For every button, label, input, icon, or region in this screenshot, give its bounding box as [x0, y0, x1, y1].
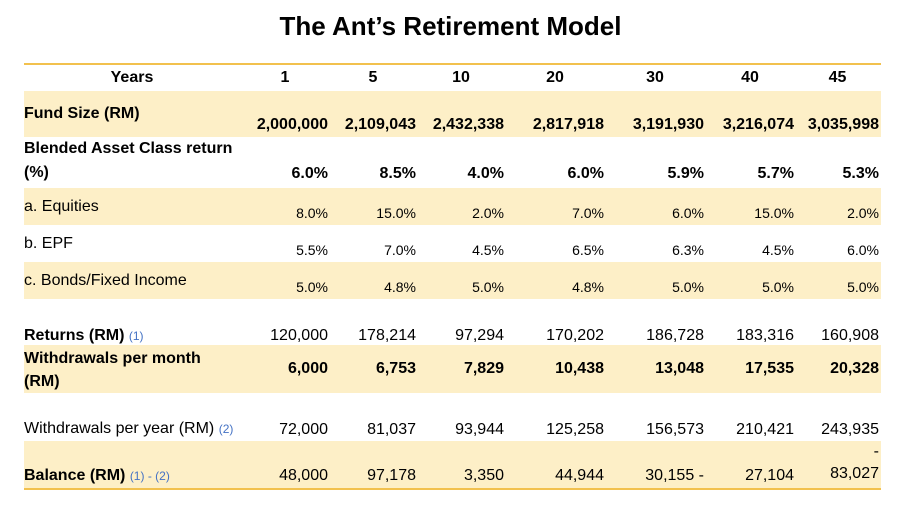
year-col: 20 — [506, 63, 606, 91]
cell: 7.0% — [384, 242, 416, 258]
cell: 3,216,074 — [706, 91, 796, 137]
cell: 30,155 - — [606, 441, 706, 490]
cell: 8.5% — [379, 165, 416, 182]
cell: 97,178 — [330, 441, 418, 490]
note-ref: (1) — [128, 329, 144, 343]
cell: 6.3% — [672, 242, 704, 258]
cell: 81,037 — [367, 421, 416, 438]
cell: 13,048 — [606, 345, 706, 393]
row-balance: Balance (RM) (1) - (2) 48,000 97,178 3,3… — [24, 441, 881, 490]
spacer-row — [24, 299, 881, 319]
cell: 5.0% — [706, 262, 796, 299]
year-col: 1 — [242, 63, 330, 91]
cell: 160,908 — [821, 327, 879, 344]
header-label: Years — [24, 63, 242, 91]
cell: 20,328 — [796, 345, 881, 393]
cell: 186,728 — [646, 327, 704, 344]
cell: 5.9% — [667, 165, 704, 182]
row-label: Withdrawals per month (RM) — [24, 345, 242, 393]
cell: 5.3% — [842, 165, 879, 182]
cell: 97,294 — [455, 327, 504, 344]
header-row: Years 1 5 10 20 30 40 45 — [24, 63, 881, 91]
cell: 243,935 — [821, 421, 879, 438]
cell: 3,350 — [418, 441, 506, 490]
cell: 15.0% — [706, 188, 796, 225]
cell: 4.8% — [330, 262, 418, 299]
cell: 4.8% — [506, 262, 606, 299]
cell: 6,000 — [242, 345, 330, 393]
cell: 72,000 — [279, 421, 328, 438]
cell: 48,000 — [242, 441, 330, 490]
cell-value: 83,027 — [830, 465, 879, 482]
cell: 2.0% — [418, 188, 506, 225]
cell: 4.5% — [762, 242, 794, 258]
cell: 5.0% — [606, 262, 706, 299]
row-label: Returns (RM) (1) — [24, 327, 144, 344]
cell: 120,000 — [270, 327, 328, 344]
year-col: 5 — [330, 63, 418, 91]
cell: 5.0% — [242, 262, 330, 299]
row-bonds: c. Bonds/Fixed Income 5.0% 4.8% 5.0% 4.8… — [24, 262, 881, 299]
cell: - 83,027 — [796, 441, 881, 490]
row-fund: Fund Size (RM) 2,000,000 2,109,043 2,432… — [24, 91, 881, 137]
cell: 5.7% — [757, 165, 794, 182]
row-label: Balance (RM) (1) - (2) — [24, 441, 242, 490]
retirement-table: Years 1 5 10 20 30 40 45 Fund Size (RM) … — [24, 63, 881, 490]
row-label: Fund Size (RM) — [24, 91, 242, 137]
cell: 3,191,930 — [606, 91, 706, 137]
cell: 2,432,338 — [418, 91, 506, 137]
cell: 15.0% — [330, 188, 418, 225]
cell: 125,258 — [546, 421, 604, 438]
year-col: 45 — [796, 63, 881, 91]
negative-sign: - — [873, 443, 879, 460]
page-title: The Ant’s Retirement Model — [279, 11, 622, 41]
cell: 178,214 — [358, 327, 416, 344]
cell: 3,035,998 — [796, 91, 881, 137]
row-label: b. EPF — [24, 234, 73, 252]
cell: 2,000,000 — [242, 91, 330, 137]
cell: 7,829 — [418, 345, 506, 393]
cell: 210,421 — [736, 421, 794, 438]
row-label: Blended Asset Class return (%) — [24, 140, 233, 181]
row-label: Withdrawals per year (RM) (2) — [24, 420, 234, 437]
cell: 8.0% — [242, 188, 330, 225]
cell: 6.0% — [606, 188, 706, 225]
cell: 93,944 — [455, 421, 504, 438]
cell: 4.0% — [467, 165, 504, 182]
year-col: 30 — [606, 63, 706, 91]
row-withdrawals-month: Withdrawals per month (RM) 6,000 6,753 7… — [24, 345, 881, 393]
cell: 17,535 — [706, 345, 796, 393]
cell: 6.0% — [291, 165, 328, 182]
cell: 44,944 — [506, 441, 606, 490]
cell: 27,104 — [706, 441, 796, 490]
cell: 5.5% — [296, 242, 328, 258]
cell: 183,316 — [736, 327, 794, 344]
cell: 2.0% — [796, 188, 881, 225]
cell: 6,753 — [330, 345, 418, 393]
note-ref: (1) - (2) — [129, 469, 170, 483]
cell: 2,817,918 — [506, 91, 606, 137]
cell: 10,438 — [506, 345, 606, 393]
row-label: c. Bonds/Fixed Income — [24, 262, 242, 299]
cell: 7.0% — [506, 188, 606, 225]
cell: 5.0% — [418, 262, 506, 299]
year-col: 10 — [418, 63, 506, 91]
note-ref: (2) — [218, 422, 234, 436]
cell: 156,573 — [646, 421, 704, 438]
cell: 170,202 — [546, 327, 604, 344]
cell: 5.0% — [796, 262, 881, 299]
row-epf: b. EPF 5.5% 7.0% 4.5% 6.5% 6.3% 4.5% 6.0… — [24, 225, 881, 262]
cell: 4.5% — [472, 242, 504, 258]
row-equities: a. Equities 8.0% 15.0% 2.0% 7.0% 6.0% 15… — [24, 188, 881, 225]
cell: 2,109,043 — [330, 91, 418, 137]
row-label: a. Equities — [24, 188, 242, 225]
cell: 6.0% — [847, 242, 879, 258]
cell: 6.5% — [572, 242, 604, 258]
cell: 6.0% — [567, 165, 604, 182]
row-returns: Returns (RM) (1) 120,000 178,214 97,294 … — [24, 319, 881, 345]
year-col: 40 — [706, 63, 796, 91]
row-withdrawals-year: Withdrawals per year (RM) (2) 72,000 81,… — [24, 393, 881, 441]
row-blended: Blended Asset Class return (%) 6.0% 8.5%… — [24, 137, 881, 188]
